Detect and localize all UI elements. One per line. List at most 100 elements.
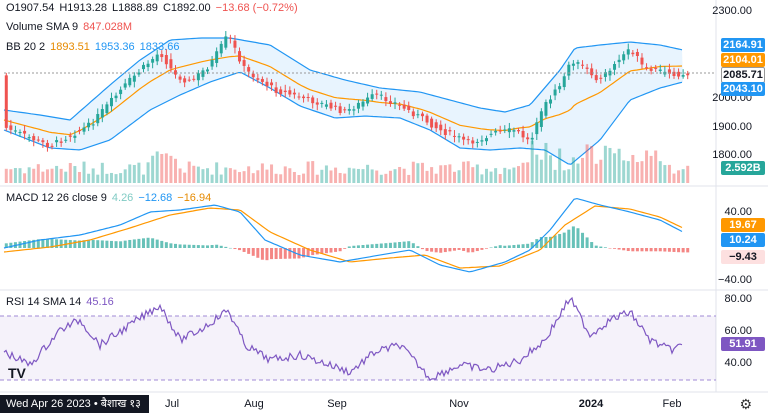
macd-hist-bar bbox=[503, 245, 507, 248]
volume-bar bbox=[105, 173, 109, 183]
macd-hist-bar bbox=[590, 242, 594, 248]
ohlc-change: −13.68 (−0.72%) bbox=[215, 2, 298, 14]
volume-bar bbox=[489, 171, 493, 183]
candle bbox=[91, 124, 95, 126]
volume-bar bbox=[68, 162, 72, 183]
volume-bar bbox=[141, 174, 145, 183]
candle bbox=[356, 102, 360, 109]
ohlc-high: H1913.28 bbox=[59, 2, 108, 14]
macd-hist-bar bbox=[452, 248, 456, 251]
candle bbox=[174, 70, 177, 75]
candle bbox=[594, 75, 598, 81]
candle bbox=[334, 105, 338, 107]
macd-hist-bar bbox=[654, 248, 658, 252]
candle bbox=[498, 130, 502, 132]
volume-bar bbox=[617, 148, 621, 183]
candle bbox=[233, 40, 237, 48]
macd-hist-bar bbox=[123, 240, 127, 248]
macd-axis-label: −40.00 bbox=[718, 274, 752, 286]
candle bbox=[654, 67, 658, 69]
volume-bar bbox=[677, 170, 681, 183]
macd-hist-bar bbox=[128, 239, 132, 248]
candle bbox=[425, 115, 429, 123]
volume-bar bbox=[114, 174, 118, 183]
macd-hist-bar bbox=[635, 248, 639, 252]
volume-bar bbox=[45, 169, 49, 183]
volume-bar bbox=[155, 151, 159, 183]
volume-bar bbox=[388, 170, 392, 183]
candle bbox=[4, 75, 8, 128]
candle bbox=[430, 118, 434, 128]
macd-hist-bar bbox=[251, 248, 255, 256]
candle bbox=[87, 122, 91, 128]
macd-hist-bar bbox=[201, 245, 205, 248]
macd-legend[interactable]: MACD 12 26 close 9 4.26 −12.68 −16.94 bbox=[6, 191, 216, 205]
volume-bar bbox=[366, 164, 370, 183]
candle bbox=[530, 137, 534, 140]
macd-hist-bar bbox=[247, 248, 251, 254]
bb-legend[interactable]: BB 20 2 1893.51 1953.36 1833.66 bbox=[6, 40, 184, 54]
macd-hist-bar bbox=[109, 240, 113, 248]
candle bbox=[164, 54, 168, 65]
bb-upper-tag: 2164.91 bbox=[721, 38, 765, 52]
volume-bar bbox=[59, 168, 63, 183]
volume-bar bbox=[320, 169, 324, 183]
candle bbox=[224, 36, 228, 48]
volume-bar bbox=[55, 165, 59, 183]
macd-hist-bar bbox=[256, 248, 260, 258]
candle bbox=[686, 73, 690, 76]
tradingview-logo[interactable]: TV bbox=[8, 365, 26, 381]
candle bbox=[672, 71, 676, 76]
rsi-tag: 51.91 bbox=[721, 337, 765, 351]
volume-bar bbox=[658, 161, 662, 183]
gear-icon[interactable]: ⚙ bbox=[739, 396, 752, 412]
time-axis-label: Feb bbox=[662, 398, 682, 410]
volume-bar bbox=[553, 169, 557, 183]
volume-bar bbox=[402, 168, 406, 183]
volume-bar bbox=[356, 168, 360, 183]
macd-hist-bar bbox=[151, 238, 155, 248]
rsi-legend[interactable]: RSI 14 SMA 14 45.16 bbox=[6, 295, 119, 309]
candle bbox=[507, 128, 511, 133]
macd-hist-bar bbox=[530, 242, 534, 248]
candle bbox=[123, 83, 127, 88]
macd-hist-bar bbox=[649, 248, 653, 252]
volume-bar bbox=[539, 159, 543, 183]
macd-hist-bar bbox=[141, 238, 145, 248]
volume-bar bbox=[411, 161, 415, 183]
candle bbox=[256, 78, 260, 80]
volume-bar bbox=[334, 167, 338, 183]
candle bbox=[466, 139, 470, 141]
candle bbox=[96, 114, 100, 124]
candle bbox=[517, 130, 520, 132]
candle bbox=[645, 67, 649, 69]
macd-hist-bar bbox=[302, 248, 306, 258]
volume-bar bbox=[672, 173, 676, 183]
candle bbox=[443, 129, 447, 136]
candle bbox=[370, 94, 374, 99]
candle bbox=[192, 78, 196, 80]
volume-bar bbox=[439, 165, 443, 183]
macd-hist-tag: −9.43 bbox=[721, 250, 765, 264]
macd-hist-bar bbox=[329, 248, 333, 253]
candle bbox=[411, 111, 415, 117]
volume-bar bbox=[375, 170, 379, 183]
candle bbox=[489, 133, 493, 135]
macd-hist-bar bbox=[324, 248, 328, 254]
volume-legend[interactable]: Volume SMA 9 847.028M bbox=[6, 20, 137, 34]
macd-tag: 10.24 bbox=[721, 233, 765, 247]
candle bbox=[640, 57, 644, 65]
macd-hist-bar bbox=[224, 246, 228, 248]
candle bbox=[375, 93, 379, 95]
macd-hist-bar bbox=[645, 248, 649, 252]
macd-hist-bar bbox=[315, 248, 319, 255]
candle bbox=[55, 140, 59, 143]
rsi-label: RSI 14 SMA 14 bbox=[6, 296, 82, 308]
volume-bar bbox=[87, 173, 91, 183]
candle bbox=[576, 62, 580, 64]
candle bbox=[590, 68, 594, 76]
macd-hist-bar bbox=[393, 242, 397, 248]
rsi-axis-label: 40.00 bbox=[724, 357, 752, 369]
candle bbox=[297, 96, 301, 98]
